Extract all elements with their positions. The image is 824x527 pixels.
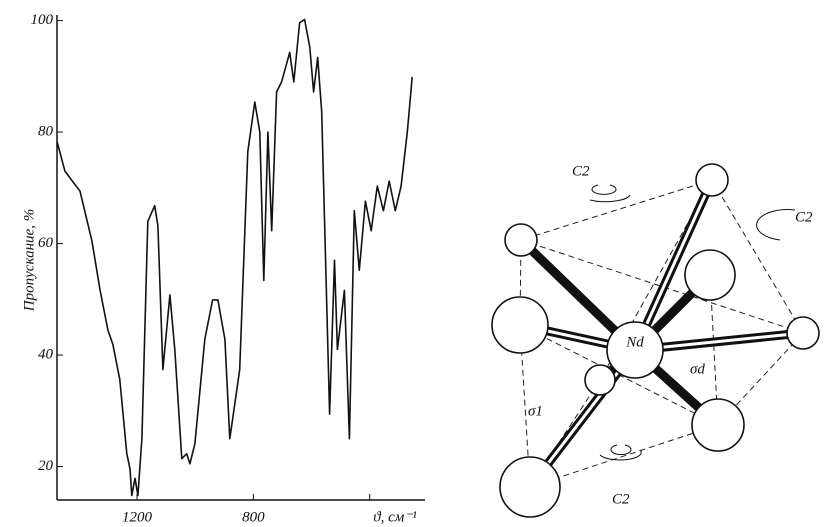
plane-label: σd [690,361,705,377]
y-tick-label: 80 [38,124,54,140]
x-axis-label: ϑ, см⁻¹ [373,509,417,525]
x-tick-label: 1200 [122,509,153,525]
y-tick-label: 20 [38,458,54,474]
y-tick-label: 60 [38,235,54,251]
center-atom-label: Nd [625,334,644,350]
figure: Пропускание, % ϑ, см⁻¹ Nd C2 C2 C2 σd σ1… [0,0,824,527]
y-tick-label: 100 [31,12,54,28]
y-axis-label: Пропускание, % [21,209,37,312]
axis-label: C2 [612,491,630,507]
x-tick-label: 800 [242,509,265,525]
molecule-diagram: Nd C2 C2 C2 σd σ1 [492,163,819,517]
bonds [520,180,803,487]
axis-label: C2 [795,209,813,225]
spectrum-line [57,20,412,496]
plane-label: σ1 [528,403,543,419]
y-tick-label: 40 [38,346,54,362]
axis-label: C2 [572,163,590,179]
